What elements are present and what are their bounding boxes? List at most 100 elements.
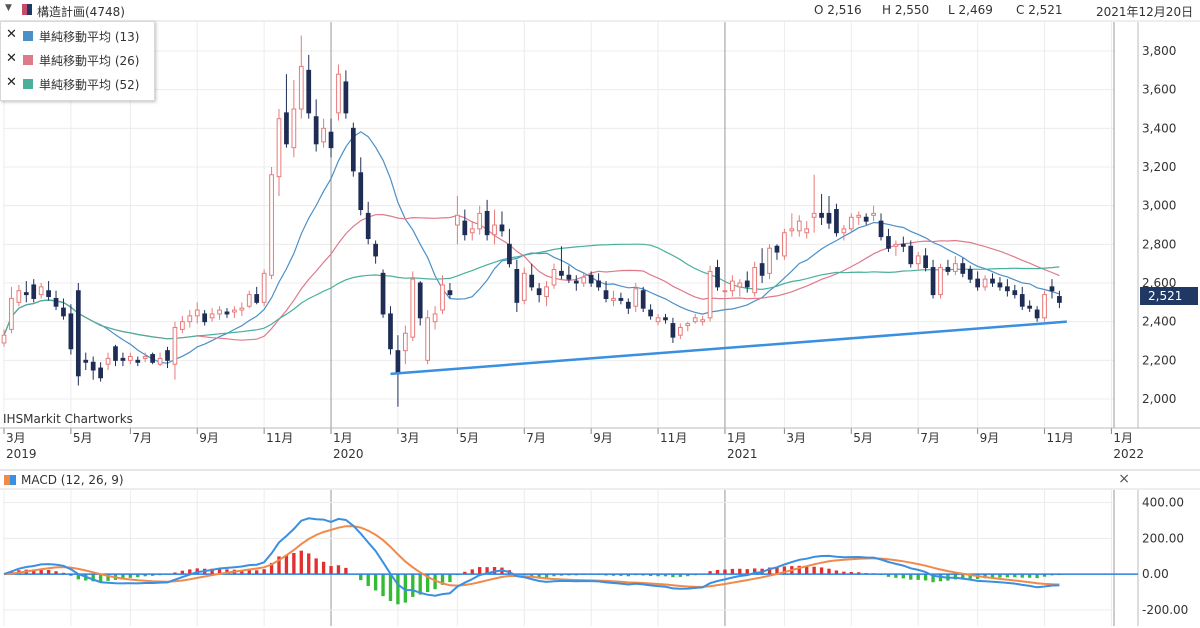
candle-body <box>752 267 758 294</box>
y-tick-label: 0.00 <box>1142 567 1169 581</box>
x-tick-label: 5月 <box>853 431 873 445</box>
candle-body <box>395 350 401 375</box>
candle-body <box>239 307 245 311</box>
candle-body <box>685 323 691 327</box>
candle-body <box>514 268 520 303</box>
candle-body <box>410 278 416 338</box>
sma52-swatch <box>23 79 33 89</box>
candle-body <box>432 313 438 323</box>
candle-body <box>469 228 475 234</box>
x-tick-label: 9月 <box>980 431 1000 445</box>
candle-body <box>826 212 832 224</box>
x-year-label: 2019 <box>6 447 37 461</box>
chart-header: ▼ 構造計画(4748) O 2,516 H 2,550 L 2,469 C 2… <box>0 0 1200 21</box>
remove-icon[interactable]: ✕ <box>6 27 17 42</box>
close-icon[interactable]: × <box>1118 471 1130 487</box>
sma13-swatch <box>23 31 33 41</box>
x-tick-label: 11月 <box>266 431 293 445</box>
y-tick-label: 3,600 <box>1142 83 1176 97</box>
candle-body <box>759 263 765 276</box>
candle-body <box>967 268 973 280</box>
candle-body <box>819 212 824 218</box>
candle-body <box>648 309 653 317</box>
candle-body <box>38 286 44 296</box>
candle-body <box>633 288 639 307</box>
candle-body <box>462 220 468 236</box>
x-tick-label: 7月 <box>132 431 152 445</box>
candle-body <box>588 274 594 284</box>
candle-body <box>16 290 22 303</box>
y-tick-label: 2,200 <box>1142 353 1176 367</box>
x-tick-label: 5月 <box>73 431 93 445</box>
candle-body <box>328 131 334 149</box>
candle-body <box>744 280 750 288</box>
candle-body <box>789 228 795 232</box>
candle-body <box>596 280 601 288</box>
candle-body <box>707 270 713 319</box>
sma52-line <box>3 243 1060 340</box>
macd-header: MACD (12, 26, 9) × <box>0 471 1138 489</box>
x-tick-label: 1月 <box>333 431 353 445</box>
candle-body <box>31 284 37 299</box>
trendline <box>390 320 1067 376</box>
candle-body <box>796 220 802 232</box>
macd-line <box>3 517 1060 597</box>
candle-body <box>402 332 408 352</box>
candle-body <box>105 357 111 365</box>
candle-body <box>655 317 661 323</box>
candle-body <box>246 294 252 307</box>
last-price-value: 2,521 <box>1148 289 1183 303</box>
chevron-down-icon[interactable]: ▼ <box>5 3 12 13</box>
candle-body <box>343 81 349 114</box>
candle-body <box>172 326 178 365</box>
candle-body <box>886 236 891 249</box>
candle-body <box>952 263 958 272</box>
candle-body <box>603 290 609 299</box>
candle-body <box>120 357 126 361</box>
candle-body <box>1005 286 1010 292</box>
candle-body <box>209 313 215 319</box>
low-value: L 2,469 <box>948 3 993 17</box>
candle-body <box>1057 296 1062 303</box>
candle-body <box>804 228 810 234</box>
candle-body <box>1019 294 1025 307</box>
candle-body <box>893 243 899 247</box>
candle-body <box>1 334 7 344</box>
candle-body <box>68 313 74 350</box>
candle-body <box>187 315 193 323</box>
x-tick-label: 3月 <box>786 431 806 445</box>
candle-body <box>75 290 81 377</box>
candle-body <box>336 73 341 114</box>
candle-body <box>923 255 928 269</box>
y-tick-label: 2,800 <box>1142 237 1176 251</box>
legend-item-sma52: ✕ 単純移動平均 (52) <box>1 74 154 94</box>
candle-body <box>566 274 572 280</box>
candle-body <box>365 212 371 240</box>
candle-body <box>477 212 483 230</box>
candle-body <box>521 272 527 301</box>
macd-signal-line <box>3 525 1060 588</box>
candle-body <box>834 209 839 234</box>
candle-body <box>900 243 906 247</box>
candle-body <box>670 323 676 338</box>
candle-body <box>284 112 289 145</box>
candle-body <box>388 313 393 350</box>
candle-body <box>871 212 876 216</box>
remove-icon[interactable]: ✕ <box>6 51 17 66</box>
candle-body <box>625 301 631 309</box>
remove-icon[interactable]: ✕ <box>6 75 17 90</box>
candle-body <box>23 292 29 296</box>
candle-body <box>878 220 884 238</box>
y-tick-label: 3,000 <box>1142 199 1176 213</box>
x-tick-label: 11月 <box>1047 431 1074 445</box>
candle-body <box>417 282 423 319</box>
symbol-label[interactable]: 構造計画(4748) <box>37 5 125 19</box>
x-tick-label: 9月 <box>593 431 613 445</box>
candle-body <box>350 127 356 172</box>
candle-body <box>157 357 163 365</box>
macd-label: MACD (12, 26, 9) <box>21 473 124 487</box>
candle-body <box>945 267 951 272</box>
candle-body <box>232 309 237 313</box>
y-tick-label: 3,800 <box>1142 44 1176 58</box>
candle-body <box>930 267 936 296</box>
